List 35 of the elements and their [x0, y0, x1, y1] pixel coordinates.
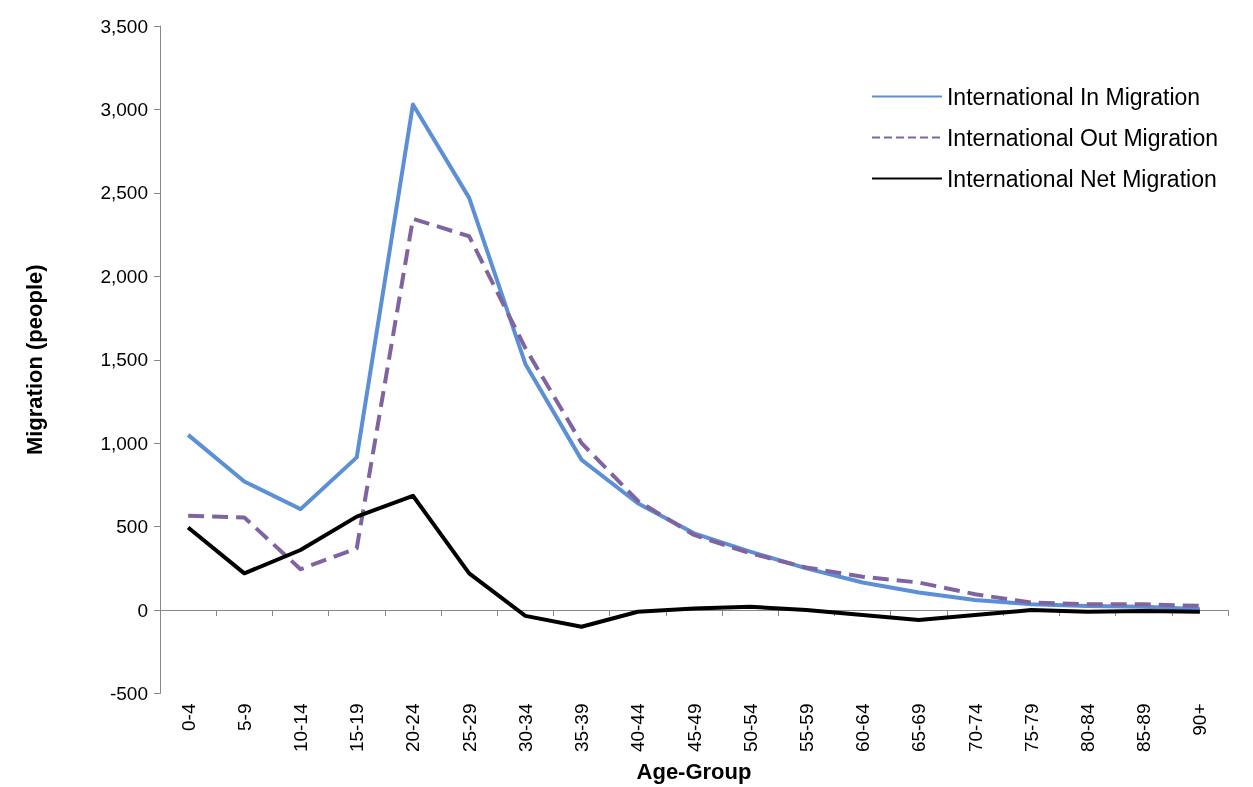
x-tick-label: 50-54 — [739, 703, 761, 753]
x-tick-label: 0-4 — [177, 703, 199, 731]
x-tick-label: 70-74 — [964, 703, 986, 753]
y-tick-label: 500 — [116, 516, 148, 538]
x-tick-label: 90+ — [1189, 703, 1211, 736]
x-tick-label: 55-59 — [795, 703, 817, 753]
y-tick-label: 1,500 — [100, 349, 148, 371]
x-tick-label: 80-84 — [1076, 703, 1098, 753]
x-axis-title: Age-Group — [636, 758, 752, 784]
y-tick-label: 2,000 — [100, 265, 148, 287]
y-tick-label: 1,000 — [100, 432, 148, 454]
x-tick-label: 60-64 — [852, 703, 874, 753]
x-tick-label: 40-44 — [627, 703, 649, 753]
x-tick-label: 10-14 — [290, 703, 312, 753]
line-series — [186, 493, 1202, 629]
y-tick-label: 3,500 — [100, 15, 148, 37]
y-tick-label: -500 — [109, 683, 148, 705]
x-tick-label: 20-24 — [402, 703, 424, 753]
x-tick-label: 85-89 — [1133, 703, 1155, 753]
y-tick-label: 3,000 — [100, 98, 148, 120]
line-series — [186, 216, 1202, 608]
y-axis-title: Migration (people) — [21, 264, 47, 456]
x-tick-label: 5-9 — [233, 703, 255, 731]
x-tick-label: 35-39 — [571, 703, 593, 753]
x-tick-label: 75-79 — [1020, 703, 1042, 753]
legend-label: International Net Migration — [946, 165, 1217, 192]
x-tick-label: 45-49 — [683, 703, 705, 753]
x-tick-label: 15-19 — [346, 703, 368, 753]
legend-label: International Out Migration — [946, 124, 1219, 151]
y-tick-label: 0 — [137, 599, 148, 621]
legend-label: International In Migration — [946, 83, 1201, 110]
x-tick-label: 65-69 — [908, 703, 930, 753]
y-tick-label: 2,500 — [100, 182, 148, 204]
x-tick-label: 30-34 — [514, 703, 536, 753]
x-tick-label: 25-29 — [458, 703, 480, 753]
